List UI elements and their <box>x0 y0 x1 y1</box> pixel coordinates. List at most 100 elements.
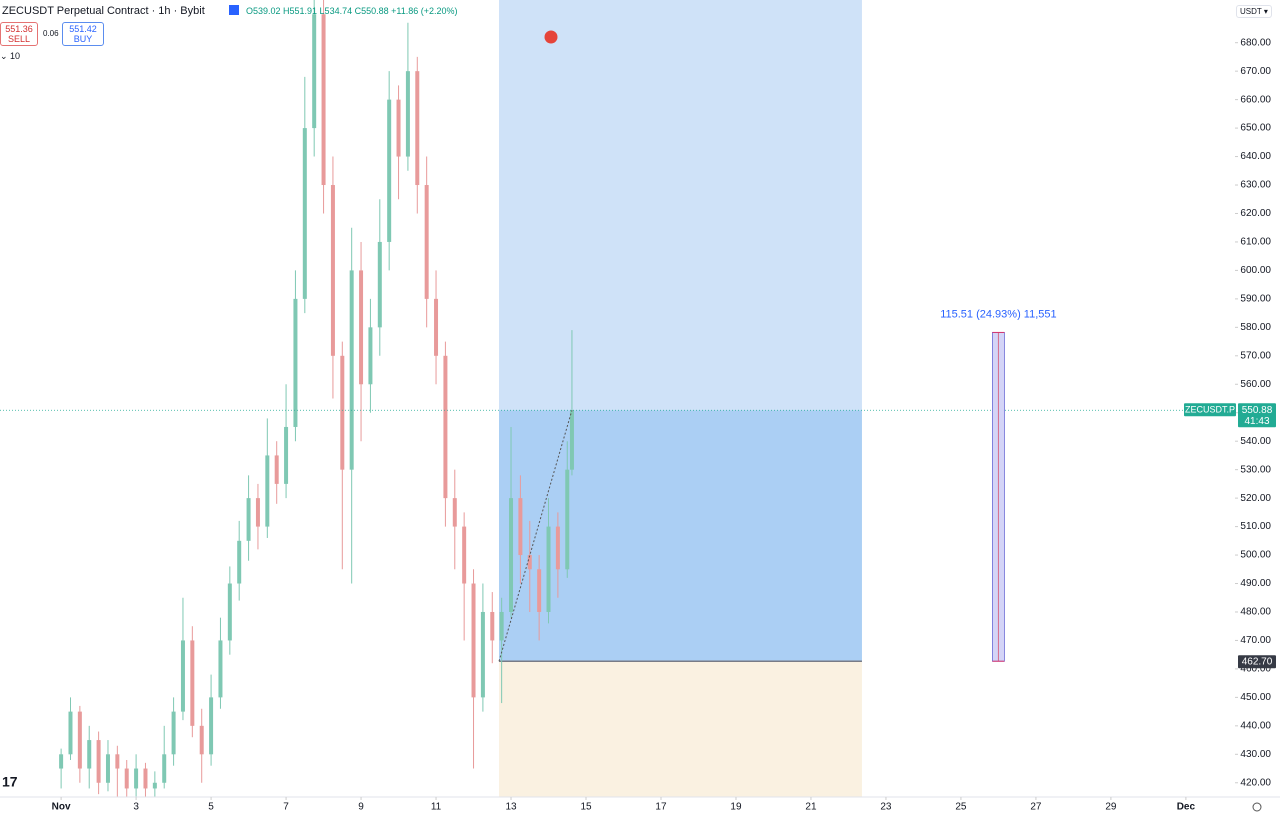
y-tick-label: 680.00 <box>1240 37 1271 48</box>
y-tick-label: 590.00 <box>1240 294 1271 305</box>
y-tick-label: 490.00 <box>1240 578 1271 589</box>
x-tick-label: 9 <box>358 802 364 813</box>
settings-icon[interactable] <box>1252 802 1262 812</box>
sell-button[interactable]: 551.36 SELL <box>0 22 38 46</box>
candle-body <box>321 14 326 186</box>
candle-body <box>96 740 101 783</box>
candle-body <box>359 270 364 385</box>
candle-body <box>509 498 514 612</box>
candle-body <box>246 498 251 541</box>
candle-body <box>171 711 176 755</box>
y-tick-label: 470.00 <box>1240 635 1271 646</box>
y-tick-label: 570.00 <box>1240 350 1271 361</box>
candle-body <box>480 611 485 698</box>
x-tick-label: 5 <box>208 802 214 813</box>
flag-icon[interactable] <box>229 5 239 15</box>
y-tick-label: 670.00 <box>1240 66 1271 77</box>
currency: USDT <box>1240 7 1262 16</box>
buy-label: BUY <box>73 34 93 44</box>
candle-body <box>190 640 195 726</box>
x-tick-label: 19 <box>730 802 742 813</box>
plot-area <box>0 0 1235 797</box>
target-zone <box>499 0 862 411</box>
y-tick-label: 460.00 <box>1240 664 1271 675</box>
x-tick-label: 27 <box>1030 802 1042 813</box>
y-tick-label: 610.00 <box>1240 237 1271 248</box>
x-tick-label: 17 <box>655 802 667 813</box>
alert-dot[interactable] <box>544 30 558 44</box>
candle-body <box>434 298 439 356</box>
y-tick-label: 600.00 <box>1240 265 1271 276</box>
indicator-count: 10 <box>10 51 21 61</box>
candle-body <box>443 355 448 499</box>
y-tick-label: 580.00 <box>1240 322 1271 333</box>
y-tick-label: 500.00 <box>1240 550 1271 561</box>
candle-body <box>237 540 242 584</box>
ohlc-values: O539.02 H551.91 L534.74 C550.88 +11.86 (… <box>246 6 458 16</box>
y-tick-label: 520.00 <box>1240 493 1271 504</box>
spread: 0.06 <box>43 29 59 38</box>
x-tick-label: 3 <box>133 802 139 813</box>
candle-body <box>377 241 382 328</box>
candle-body <box>162 754 167 783</box>
candle-body <box>143 768 148 789</box>
y-tick-label: 640.00 <box>1240 151 1271 162</box>
candle-body <box>569 410 574 470</box>
stop-zone <box>499 661 862 797</box>
candle-body <box>405 71 410 157</box>
x-tick-label: 11 <box>431 802 442 813</box>
last-price-label: 550.88 <box>1242 405 1273 416</box>
candle-body <box>105 754 110 783</box>
candle-body <box>87 740 92 769</box>
last-price-badge <box>1238 403 1276 428</box>
candle-body <box>349 270 354 470</box>
trend-line <box>498 410 573 662</box>
candle-body <box>471 583 476 698</box>
candle-body <box>340 355 345 470</box>
y-tick-label: 620.00 <box>1240 208 1271 219</box>
candle-body <box>555 526 560 570</box>
buy-button[interactable]: 551.42 BUY <box>62 22 104 46</box>
candle-body <box>499 611 504 641</box>
x-tick-label: 15 <box>580 802 592 813</box>
candle-body <box>59 754 64 769</box>
currency-select[interactable]: USDT ▾ <box>1236 5 1272 18</box>
candle-body <box>396 99 401 157</box>
symbol-badge <box>1184 403 1236 417</box>
candle-body <box>452 498 457 527</box>
candle-body <box>368 327 373 385</box>
candle-body <box>293 298 298 427</box>
candle-body <box>462 526 467 584</box>
profit-zone <box>499 410 862 662</box>
candle-body <box>255 498 260 527</box>
symbol-title[interactable]: ZECUSDT Perpetual Contract · 1h · Bybit <box>2 5 205 17</box>
x-tick-label: Nov <box>52 802 71 813</box>
candle-body <box>115 754 120 769</box>
candle-body <box>546 526 551 612</box>
buy-price: 551.42 <box>69 24 97 34</box>
candle-body <box>68 711 73 755</box>
sell-label: SELL <box>7 34 31 44</box>
x-tick-label: 21 <box>805 802 817 813</box>
x-tick-label: 23 <box>880 802 892 813</box>
candle-body <box>199 725 204 755</box>
candle-body <box>312 14 317 129</box>
candle-body <box>415 71 420 186</box>
sell-price: 551.36 <box>5 24 33 34</box>
y-tick-label: 650.00 <box>1240 123 1271 134</box>
candle-body <box>152 782 157 789</box>
candle-body <box>387 99 392 242</box>
level-label: 462.70 <box>1242 656 1273 667</box>
indicator-toggle[interactable]: ⌄ 10 <box>0 51 21 61</box>
candle-body <box>527 555 532 570</box>
candle-body <box>227 583 232 641</box>
x-tick-label: 25 <box>955 802 967 813</box>
candle-body <box>77 711 82 769</box>
symbol-label: ZECUSDT.P <box>1185 405 1235 415</box>
candle-body <box>490 611 495 641</box>
y-tick-label: 560.00 <box>1240 379 1271 390</box>
candle-body <box>124 768 129 789</box>
candle-body <box>134 768 139 789</box>
